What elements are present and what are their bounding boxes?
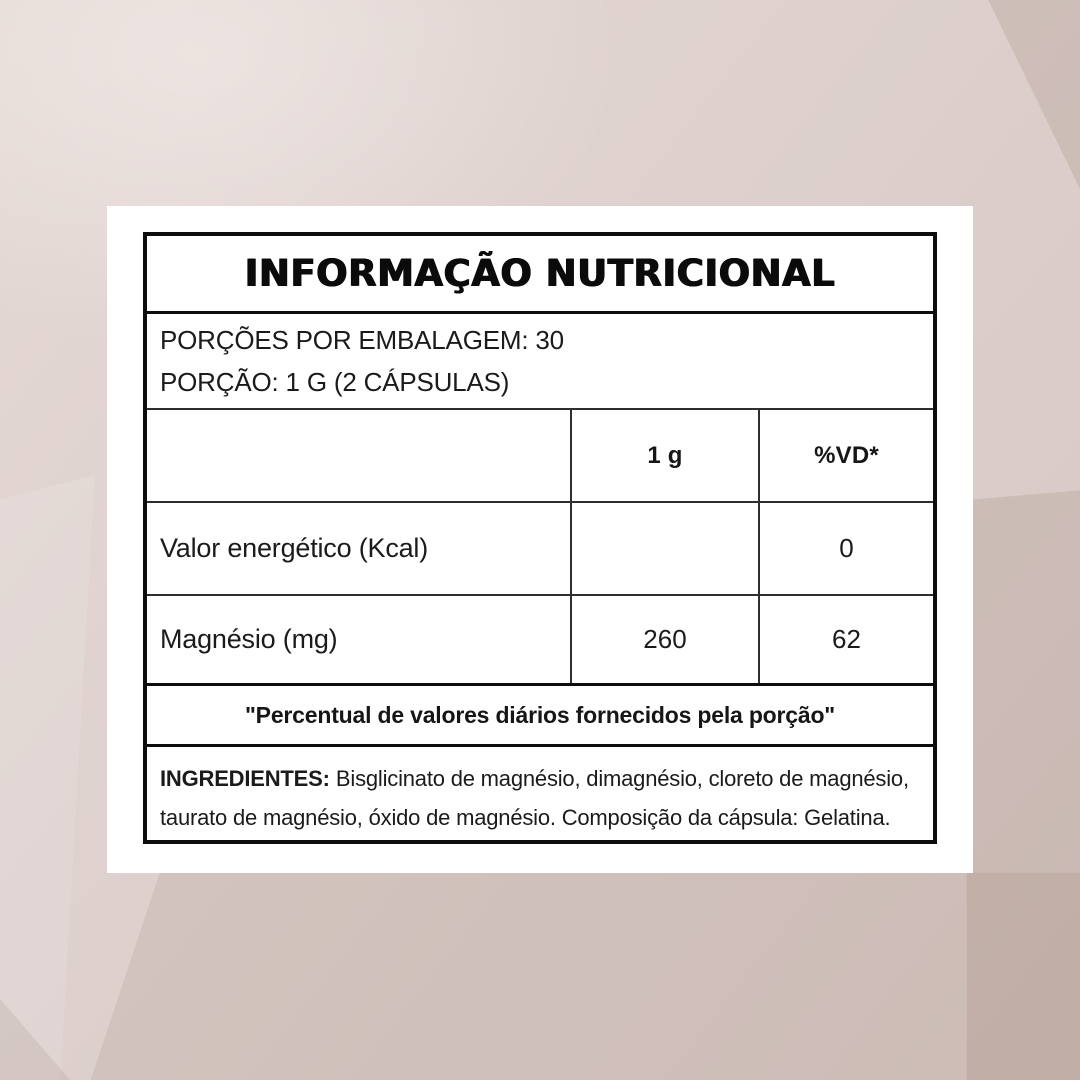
nutrient-amount-energy (570, 503, 758, 594)
column-header-dv: %VD* (758, 410, 933, 501)
label-card: INFORMAÇÃO NUTRICIONAL PORÇÕES POR EMBAL… (107, 206, 973, 873)
column-header-amount: 1 g (570, 410, 758, 501)
servings-per-package: PORÇÕES POR EMBALAGEM: 30 (160, 324, 564, 355)
nutrient-amount-magnesium: 260 (570, 596, 758, 683)
nutrition-table: INFORMAÇÃO NUTRICIONAL PORÇÕES POR EMBAL… (143, 232, 937, 844)
daily-value-footnote: "Percentual de valores diários fornecido… (244, 701, 836, 728)
nutrient-dv-magnesium: 62 (758, 596, 933, 683)
nutrient-dv-energy: 0 (758, 503, 933, 594)
column-header-blank (147, 410, 570, 501)
nutrition-table-title-row: INFORMAÇÃO NUTRICIONAL (147, 236, 933, 314)
nutrition-table-title: INFORMAÇÃO NUTRICIONAL (244, 252, 836, 295)
ingredients-text: Bisglicinato de magnésio, dimagnésio, cl… (160, 766, 909, 830)
nutrient-row-magnesium: Magnésio (mg) 260 62 (147, 596, 933, 686)
nutrient-row-energy: Valor energético (Kcal) 0 (147, 503, 933, 596)
daily-value-footnote-row: "Percentual de valores diários fornecido… (147, 686, 933, 747)
servings-row: PORÇÕES POR EMBALAGEM: 30 PORÇÃO: 1 G (2… (147, 314, 933, 410)
nutrient-name-magnesium: Magnésio (mg) (160, 624, 338, 654)
nutrient-name-energy: Valor energético (Kcal) (160, 533, 429, 563)
ingredients-row: INGREDIENTES: Bisglicinato de magnésio, d… (147, 747, 933, 840)
column-header-row: 1 g %VD* (147, 410, 933, 503)
ingredients-label: INGREDIENTES: (160, 766, 330, 791)
serving-size: PORÇÃO: 1 G (2 CÁPSULAS) (160, 366, 510, 397)
